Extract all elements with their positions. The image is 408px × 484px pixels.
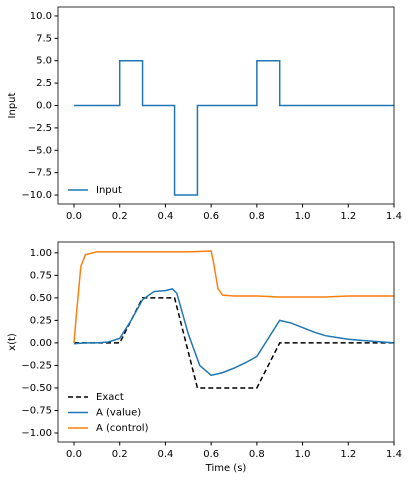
- x-tick-label: 0.4: [157, 449, 173, 460]
- y-tick-label: 0.0: [36, 101, 52, 112]
- y-tick-label: −1.00: [21, 428, 52, 439]
- x-tick-label: 0.0: [66, 211, 82, 222]
- x-tick-label: 0.2: [112, 449, 128, 460]
- y-tick-label: 0.50: [30, 293, 52, 304]
- x-tick-label: 0.6: [203, 211, 219, 222]
- x-tick-label: 1.0: [295, 211, 311, 222]
- y-tick-label: −5.0: [28, 145, 52, 156]
- line: [73, 288, 395, 377]
- y-tick-label: −0.25: [21, 360, 52, 371]
- legend-label: A (value): [96, 408, 141, 419]
- x-tick-label: 1.2: [340, 211, 356, 222]
- y-tick-label: 5.0: [36, 56, 52, 67]
- line: [74, 297, 394, 389]
- x-tick-label: 0.0: [66, 449, 82, 460]
- y-axis-label: x(t): [7, 333, 18, 351]
- y-tick-label: 2.5: [36, 78, 52, 89]
- y-tick-label: 0.75: [30, 270, 52, 281]
- x-tick-label: 0.6: [203, 449, 219, 460]
- line: [74, 59, 394, 196]
- y-tick-label: 1.00: [30, 248, 52, 259]
- axes-frame: [57, 241, 395, 443]
- x-tick-label: 0.2: [112, 211, 128, 222]
- y-tick-label: −0.75: [21, 405, 52, 416]
- x-tick-label: 1.0: [295, 449, 311, 460]
- x-axis-label: Time (s): [205, 463, 247, 474]
- legend-label: A (control): [96, 423, 149, 434]
- x-tick-label: 0.8: [249, 449, 265, 460]
- y-tick-label: −10.0: [21, 190, 52, 201]
- y-tick-label: −7.5: [28, 168, 52, 179]
- x-tick-label: 1.2: [340, 449, 356, 460]
- y-tick-label: 0.25: [30, 315, 52, 326]
- legend-label: Exact: [96, 392, 124, 403]
- y-tick-label: 0.00: [30, 338, 52, 349]
- x-tick-label: 0.8: [249, 211, 265, 222]
- line: [73, 250, 394, 343]
- x-tick-label: 0.4: [157, 211, 173, 222]
- y-axis-label: Input: [7, 92, 18, 118]
- y-tick-label: 10.0: [30, 11, 52, 22]
- axes-frame: [57, 6, 395, 205]
- x-tick-label: 1.4: [386, 211, 402, 222]
- y-tick-label: −0.50: [21, 383, 52, 394]
- x-tick-label: 1.4: [386, 449, 402, 460]
- y-tick-label: −2.5: [28, 123, 52, 134]
- y-tick-label: 7.5: [36, 33, 52, 44]
- legend-label: Input: [96, 185, 122, 196]
